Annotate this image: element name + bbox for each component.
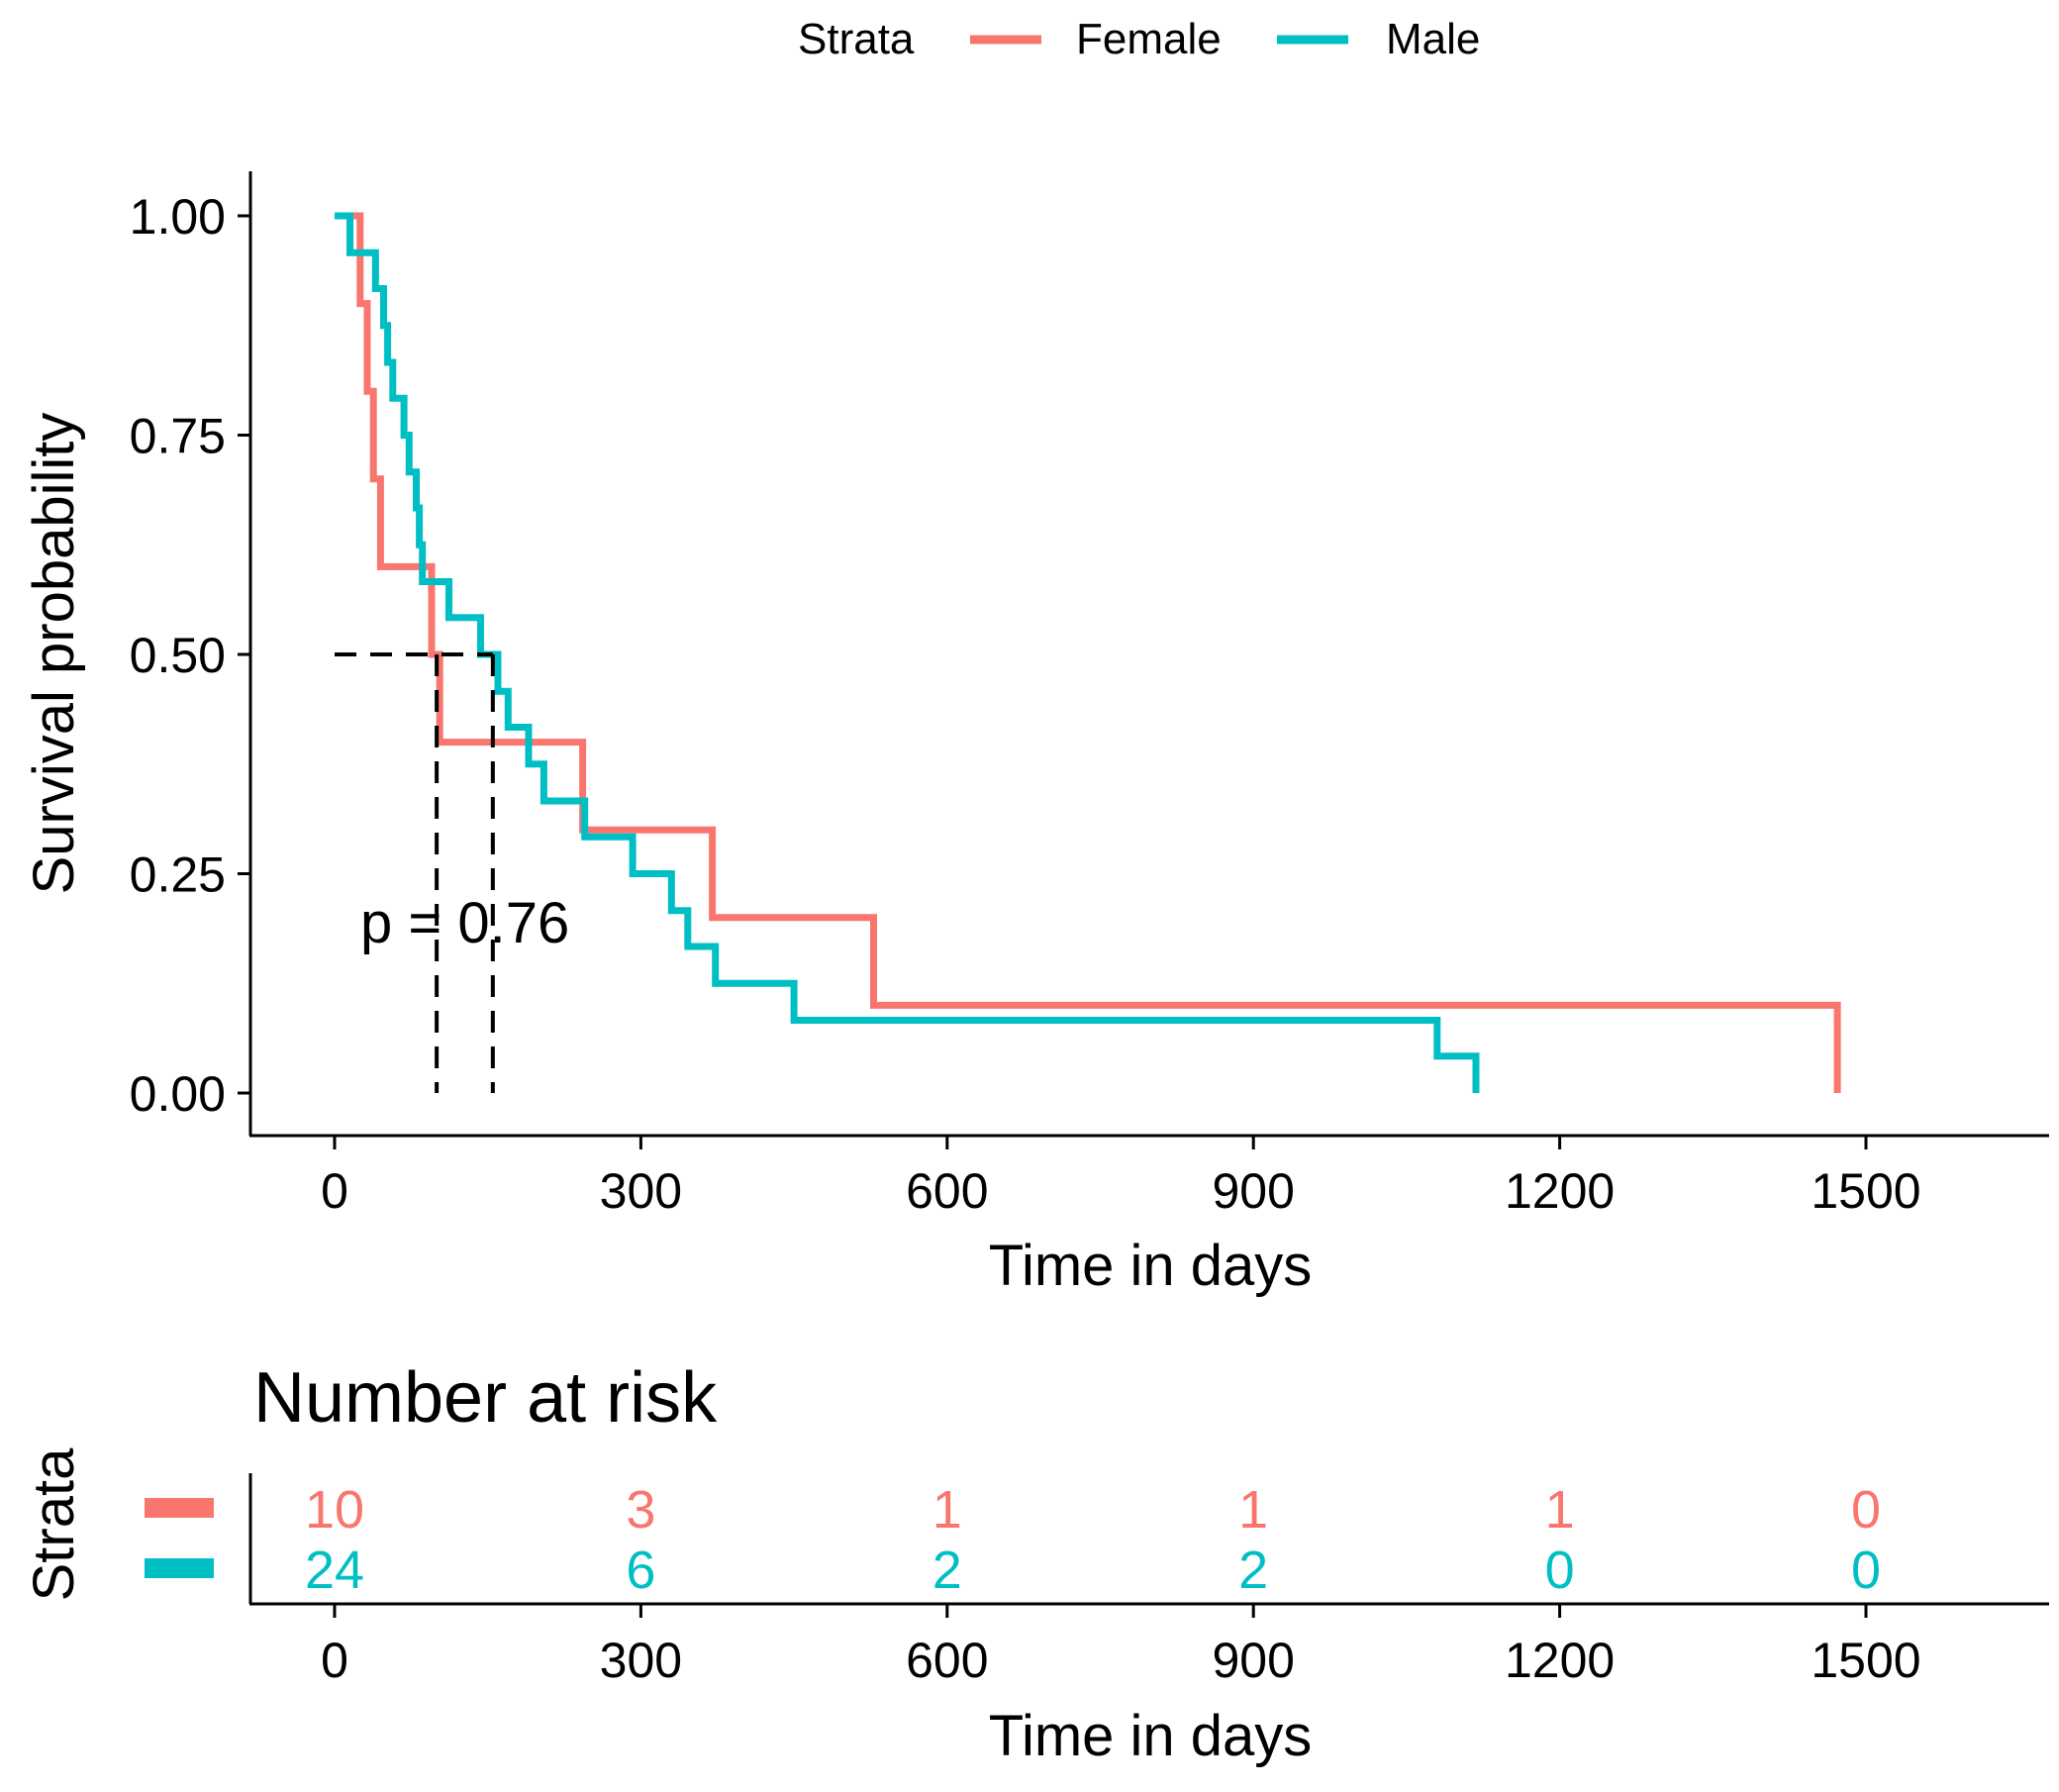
- y-ticks: 0.00 0.25 0.50 0.75 1.00: [130, 189, 250, 1122]
- risk-value-male: 0: [1851, 1541, 1881, 1600]
- risk-value-female: 1: [932, 1480, 962, 1540]
- y-tick-label: 0.25: [130, 847, 226, 903]
- p-value-annotation: p = 0.76: [360, 891, 569, 955]
- risk-value-male: 2: [932, 1541, 962, 1600]
- risk-values: 10 3 1 1 1 024 6 2 2 0 0: [305, 1480, 1881, 1600]
- risk-x-ticks: 0 300 600 900 1200 1500: [321, 1604, 1921, 1688]
- legend-title: Strata: [798, 15, 915, 63]
- survival-curve-female: [335, 212, 1841, 1093]
- y-tick-label: 0.75: [130, 409, 226, 464]
- risk-x-tick-label: 1500: [1811, 1633, 1920, 1688]
- risk-value-female: 3: [626, 1480, 655, 1540]
- survival-plot: p = 0.76 0.00 0.25 0.50 0.75 1.00 0 300 600 900…: [22, 171, 2049, 1298]
- x-tick-label: 300: [600, 1163, 682, 1219]
- risk-value-male: 2: [1238, 1541, 1268, 1600]
- x-tick-label: 900: [1212, 1163, 1294, 1219]
- risk-x-tick-label: 300: [600, 1633, 682, 1688]
- risk-value-female: 0: [1851, 1480, 1881, 1540]
- risk-value-male: 0: [1545, 1541, 1575, 1600]
- survival-curve-male: [335, 212, 1480, 1093]
- x-axis-label: Time in days: [989, 1234, 1313, 1298]
- risk-value-female: 1: [1238, 1480, 1268, 1540]
- risk-x-axis-label: Time in days: [989, 1704, 1313, 1768]
- legend: Strata Female Male: [798, 15, 1480, 63]
- risk-value-male: 6: [626, 1541, 655, 1600]
- x-ticks: 0 300 600 900 1200 1500: [321, 1136, 1921, 1219]
- y-tick-label: 0.00: [130, 1066, 226, 1122]
- risk-x-tick-label: 0: [321, 1633, 348, 1688]
- risk-value-female: 10: [305, 1480, 364, 1540]
- x-tick-label: 1500: [1811, 1163, 1920, 1219]
- x-tick-label: 600: [906, 1163, 988, 1219]
- risk-value-female: 1: [1545, 1480, 1575, 1540]
- risk-x-tick-label: 600: [906, 1633, 988, 1688]
- risk-table-y-label: Strata: [22, 1447, 86, 1601]
- risk-swatch-male: [145, 1558, 214, 1578]
- y-tick-label: 0.50: [130, 628, 226, 683]
- x-tick-label: 1200: [1505, 1163, 1615, 1219]
- risk-value-male: 24: [305, 1541, 364, 1600]
- legend-label-female: Female: [1076, 15, 1222, 63]
- risk-x-tick-label: 900: [1212, 1633, 1294, 1688]
- series-layer: [335, 212, 1841, 1093]
- legend-label-male: Male: [1386, 15, 1480, 63]
- median-lines: [335, 652, 495, 1093]
- risk-table: Number at risk Strata 10 3 1 1 1 024 6 2 2 0 0 0 30…: [22, 1358, 2049, 1768]
- risk-swatch-female: [145, 1498, 214, 1518]
- x-tick-label: 0: [321, 1163, 348, 1219]
- risk-x-tick-label: 1200: [1505, 1633, 1615, 1688]
- y-axis-label: Survival probability: [22, 413, 86, 895]
- y-tick-label: 1.00: [130, 189, 226, 245]
- risk-table-title: Number at risk: [253, 1358, 718, 1438]
